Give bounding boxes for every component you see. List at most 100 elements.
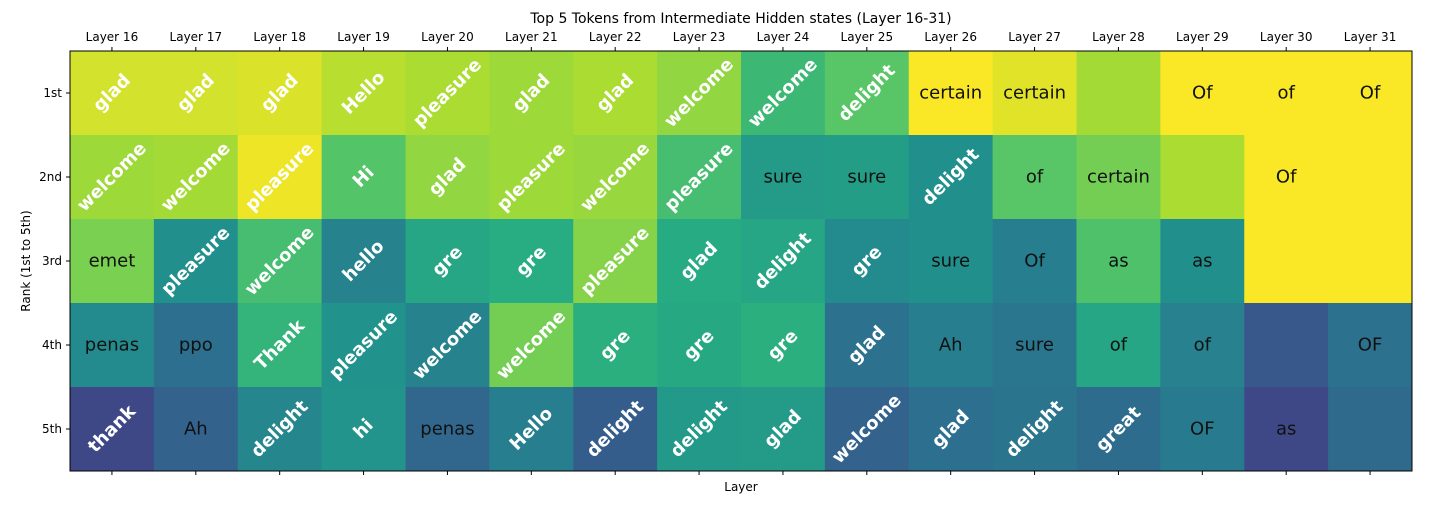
- heatmap-cell: [908, 51, 994, 136]
- heatmap-cell: [1076, 51, 1161, 136]
- x-tick-label: Layer 30: [1260, 30, 1313, 44]
- heatmap-cell: [992, 219, 1077, 304]
- heatmap-cell: [657, 303, 742, 388]
- heatmap-cell: [237, 303, 323, 388]
- x-tick-label: Layer 27: [1008, 30, 1061, 44]
- heatmap-cell: [70, 219, 155, 304]
- heatmap-cell: [321, 387, 406, 472]
- cell-token-label: emet: [89, 251, 136, 272]
- heatmap-cell: [1160, 51, 1245, 136]
- heatmap-cell: [1328, 135, 1413, 220]
- heatmap-cell: [824, 51, 910, 136]
- heatmap-cell: [741, 303, 826, 388]
- y-ticks: 1st 2nd 3rd 4th 5th: [39, 86, 70, 436]
- heatmap-cell: [1160, 135, 1245, 220]
- heatmap-cell: [1244, 387, 1329, 472]
- cell-token-label: as: [1192, 251, 1212, 272]
- heatmap-cell: [992, 303, 1077, 388]
- heatmap-cell: [1244, 303, 1329, 388]
- y-axis-label: Rank (1st to 5th): [19, 210, 33, 311]
- heatmap-cell: [908, 303, 994, 388]
- heatmap-cell: [1244, 51, 1329, 136]
- x-tick-label: Layer 18: [253, 30, 306, 44]
- heatmap-cell: [657, 219, 742, 304]
- heatmap-cell: [321, 219, 406, 304]
- x-tick-label: Layer 19: [337, 30, 390, 44]
- cell-token-label: Of: [1192, 83, 1213, 104]
- heatmap-cell: [908, 219, 994, 304]
- x-tick-label: Layer 16: [86, 30, 139, 44]
- heatmap-cell: [321, 135, 406, 220]
- heatmap-cell: [237, 51, 323, 136]
- cell-token-label: Of: [1024, 251, 1045, 272]
- heatmap-cell: [70, 135, 155, 220]
- heatmap-cell: [489, 135, 574, 220]
- cell-token-label: as: [1108, 251, 1128, 272]
- heatmap-cell: [1160, 219, 1245, 304]
- heatmap-cell: [992, 51, 1077, 136]
- cell-token-label: certain: [1087, 167, 1150, 188]
- cell-token-label: sure: [1015, 335, 1054, 356]
- heatmap-cell: [573, 387, 658, 472]
- x-tick-label: Layer 17: [170, 30, 223, 44]
- x-tick-label: Layer 22: [589, 30, 642, 44]
- heatmap-cell: [405, 219, 490, 304]
- heatmap-cell: [1244, 135, 1329, 220]
- heatmap-cell: [992, 135, 1077, 220]
- heatmap-cell: [153, 135, 239, 220]
- y-tick-label: 3rd: [42, 254, 62, 268]
- cell-token-label: sure: [764, 167, 803, 188]
- heatmap-cell: [573, 135, 658, 220]
- heatmap-cell: [153, 219, 239, 304]
- cell-token-label: of: [1278, 83, 1296, 104]
- cell-token-label: sure: [931, 251, 970, 272]
- heatmap-cell: [573, 51, 658, 136]
- chart-title: Top 5 Tokens from Intermediate Hidden st…: [529, 11, 951, 27]
- heatmap-cell: [321, 303, 406, 388]
- y-tick-label: 4th: [42, 338, 62, 352]
- heatmap-cell: [405, 387, 490, 472]
- heatmap-cell: [405, 51, 490, 136]
- cell-token-label: Of: [1276, 167, 1297, 188]
- x-tick-label: Layer 21: [505, 30, 558, 44]
- heatmap-cell: [1244, 219, 1329, 304]
- heatmap-cell: [573, 303, 658, 388]
- y-tick-label: 2nd: [39, 170, 62, 184]
- heatmap-cell: [153, 387, 239, 472]
- y-tick-label: 5th: [42, 422, 62, 436]
- heatmap-cell: [824, 135, 910, 220]
- heatmap-cell: [237, 219, 323, 304]
- heatmap-cell: [237, 135, 323, 220]
- heatmap-cell: [741, 219, 826, 304]
- x-tick-label: Layer 23: [673, 30, 726, 44]
- plot-frame: [69, 50, 1413, 472]
- heatmap-cell: [741, 387, 826, 472]
- heatmap-cell: [70, 303, 155, 388]
- heatmap-cell: [153, 51, 239, 136]
- heatmap-cell: [1076, 387, 1161, 472]
- cell-token-label: certain: [1003, 83, 1066, 104]
- heatmap-cell: [1328, 219, 1413, 304]
- heatmap-cell: [657, 51, 742, 136]
- heatmap-cell: [824, 303, 910, 388]
- heatmap-cell: [1328, 51, 1413, 136]
- heatmap-cell: [321, 51, 406, 136]
- cell-token-label: penas: [420, 419, 474, 440]
- heatmap-cell: [824, 219, 910, 304]
- heatmap-cell: [70, 387, 155, 472]
- heatmap-cell: [405, 303, 490, 388]
- heatmap-cell: [908, 135, 994, 220]
- cell-token-label: certain: [919, 83, 982, 104]
- cell-token-label: OF: [1358, 335, 1383, 356]
- x-tick-label: Layer 24: [757, 30, 810, 44]
- cell-token-label: Ah: [184, 419, 208, 440]
- x-tick-label: Layer 25: [841, 30, 894, 44]
- heatmap-cell: [573, 219, 658, 304]
- heatmap-cell: [1328, 303, 1413, 388]
- cell-token-label: of: [1194, 335, 1212, 356]
- heatmap-cell: [1160, 387, 1245, 472]
- x-axis-label: Layer: [724, 480, 758, 494]
- cell-token-label: Of: [1360, 83, 1381, 104]
- heatmap-cell: [741, 135, 826, 220]
